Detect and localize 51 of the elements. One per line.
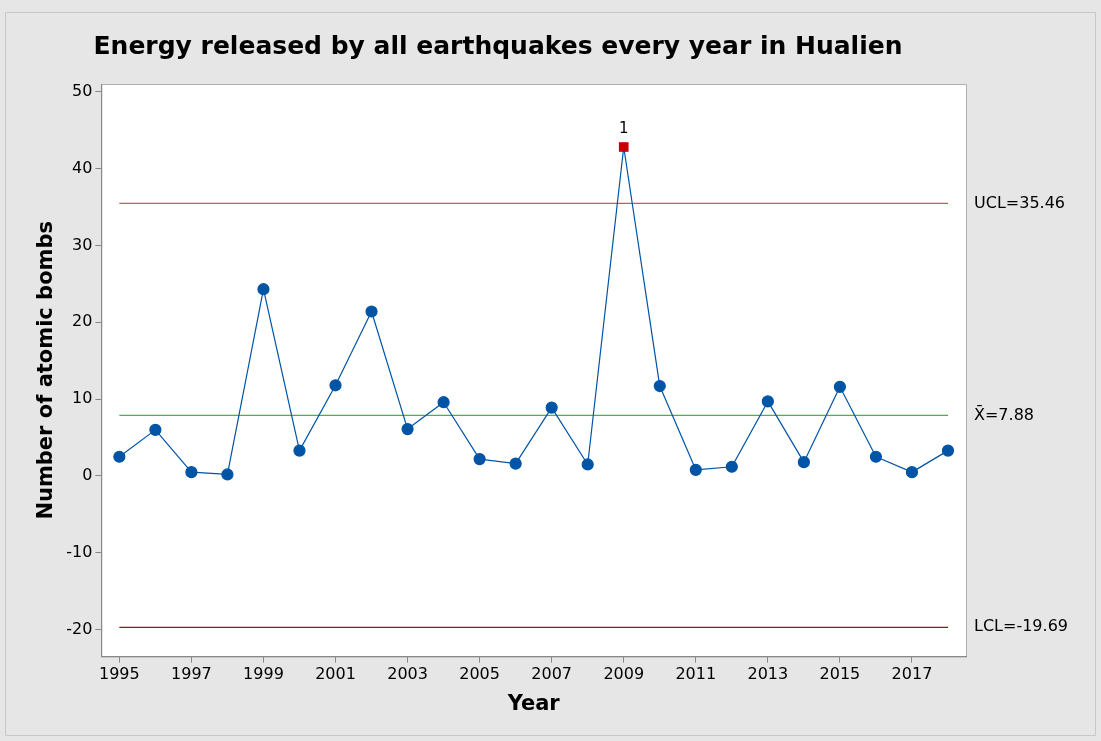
- point: [581, 458, 594, 471]
- x-tick-label: 2009: [603, 664, 645, 684]
- y-tick-label: 20: [71, 311, 93, 331]
- ref-line-label: LCL=-19.69: [974, 616, 1068, 636]
- x-tick-label: 2001: [315, 664, 356, 684]
- y-axis-title: Number of atomic bombs: [33, 221, 58, 520]
- point: [905, 466, 919, 479]
- ref-line-label: UCL=35.46: [974, 192, 1066, 212]
- y-tick-label: -10: [66, 542, 93, 561]
- point: [761, 395, 774, 408]
- point: [257, 283, 270, 296]
- point: [401, 423, 414, 436]
- point: [509, 457, 522, 470]
- point: [221, 468, 234, 481]
- x-tick-label: 2005: [459, 664, 500, 684]
- point: [437, 396, 450, 409]
- x-tick-label: 1997: [171, 664, 212, 684]
- point: [329, 379, 342, 392]
- point: [545, 401, 558, 414]
- y-tick-label: -20: [66, 618, 93, 638]
- x-tick-label: 2017: [891, 664, 933, 684]
- x-tick-label: 2013: [747, 664, 789, 684]
- point: [618, 142, 629, 152]
- point: [365, 305, 378, 318]
- point: [293, 444, 306, 457]
- x-tick-label: 2003: [387, 664, 428, 684]
- chart-title: Energy released by all earthquakes every year in Hualien: [93, 30, 903, 60]
- x-tick-label: 2007: [531, 664, 573, 684]
- point: [113, 450, 126, 463]
- y-tick-label: 10: [71, 388, 93, 408]
- point: [941, 444, 955, 457]
- point: [689, 463, 702, 476]
- point: [797, 456, 810, 469]
- x-axis-title: Year: [506, 690, 561, 715]
- point: [869, 450, 883, 463]
- y-tick-label: 30: [71, 234, 93, 254]
- x-tick-label: 1995: [98, 664, 140, 684]
- y-tick-label: 50: [71, 80, 93, 100]
- x-tick-label: 2011: [675, 664, 717, 684]
- x-tick-label: 2015: [819, 664, 861, 684]
- annotation: 1: [618, 119, 629, 138]
- x-tick-label: 1999: [243, 664, 284, 684]
- point: [653, 379, 666, 393]
- point: [725, 460, 738, 473]
- point: [473, 452, 486, 466]
- y-tick-label: 40: [71, 157, 93, 177]
- point: [833, 380, 846, 393]
- ref-line-label: X̄=7.88: [974, 404, 1034, 424]
- y-tick-label: 0: [82, 465, 93, 485]
- point: [185, 466, 198, 479]
- point: [149, 423, 162, 436]
